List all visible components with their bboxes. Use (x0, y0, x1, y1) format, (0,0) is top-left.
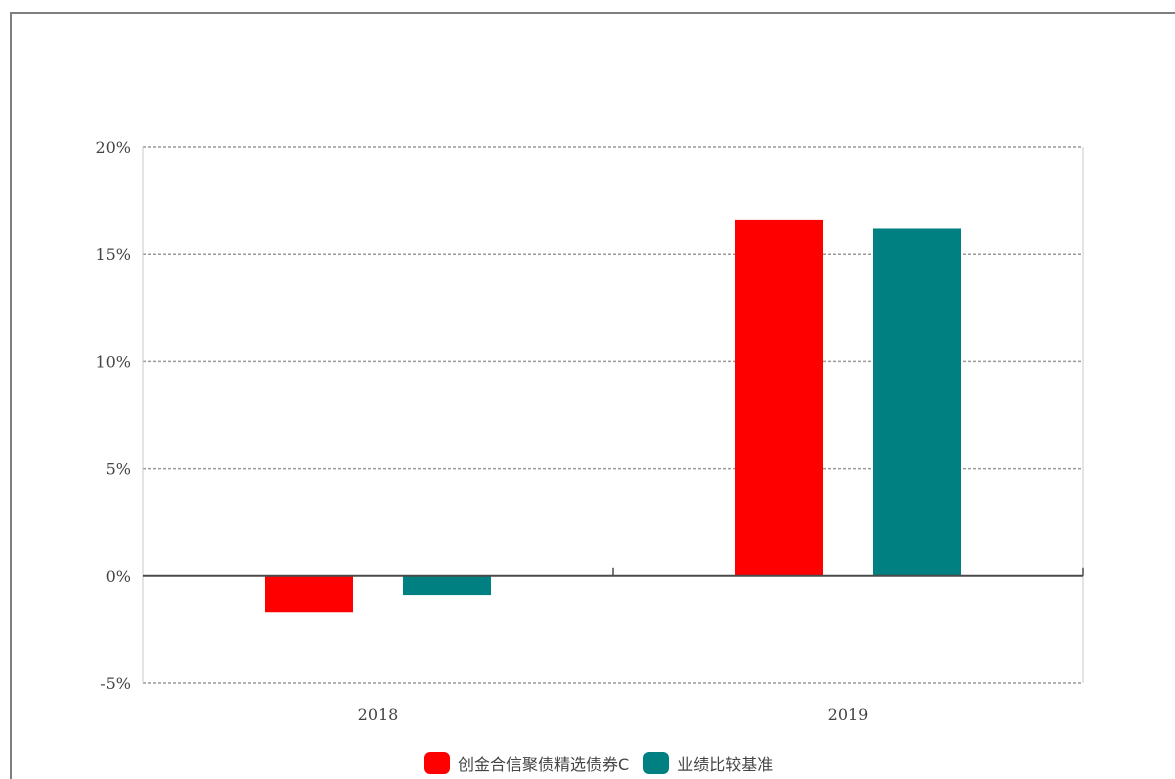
x-tick-label: 2018 (358, 705, 399, 724)
legend-item-fund[interactable]: 创金合信聚债精选债券C (424, 751, 629, 775)
bar-fund-2019 (735, 219, 823, 576)
axes (142, 147, 1084, 683)
bar-benchmark-2019 (873, 228, 961, 576)
y-tick-label: 0% (106, 567, 131, 586)
y-tick-label: 5% (106, 460, 131, 479)
y-axis-tick-labels: 20% 15% 10% 5% 0% -5% (95, 138, 131, 693)
y-tick-label: -5% (100, 674, 131, 693)
legend-label-benchmark: 业绩比较基准 (677, 755, 774, 774)
legend-item-benchmark[interactable]: 业绩比较基准 (643, 751, 773, 775)
x-axis-tick-labels: 2018 2019 (358, 705, 869, 724)
legend-swatch-fund (424, 752, 450, 774)
grid-lines (143, 146, 1083, 684)
legend-swatch-benchmark (643, 752, 670, 774)
y-tick-label: 20% (95, 138, 131, 157)
bar-fund-2018 (265, 575, 353, 613)
legend-label-fund: 创金合信聚债精选债券C (458, 755, 630, 774)
y-tick-label: 10% (95, 352, 131, 371)
chart-frame (10, 12, 1175, 779)
x-tick-label: 2019 (828, 705, 869, 724)
bars (265, 219, 961, 613)
bar-benchmark-2018 (403, 575, 491, 596)
y-tick-label: 15% (95, 245, 131, 264)
legend: 创金合信聚债精选债券C 业绩比较基准 (424, 748, 787, 778)
